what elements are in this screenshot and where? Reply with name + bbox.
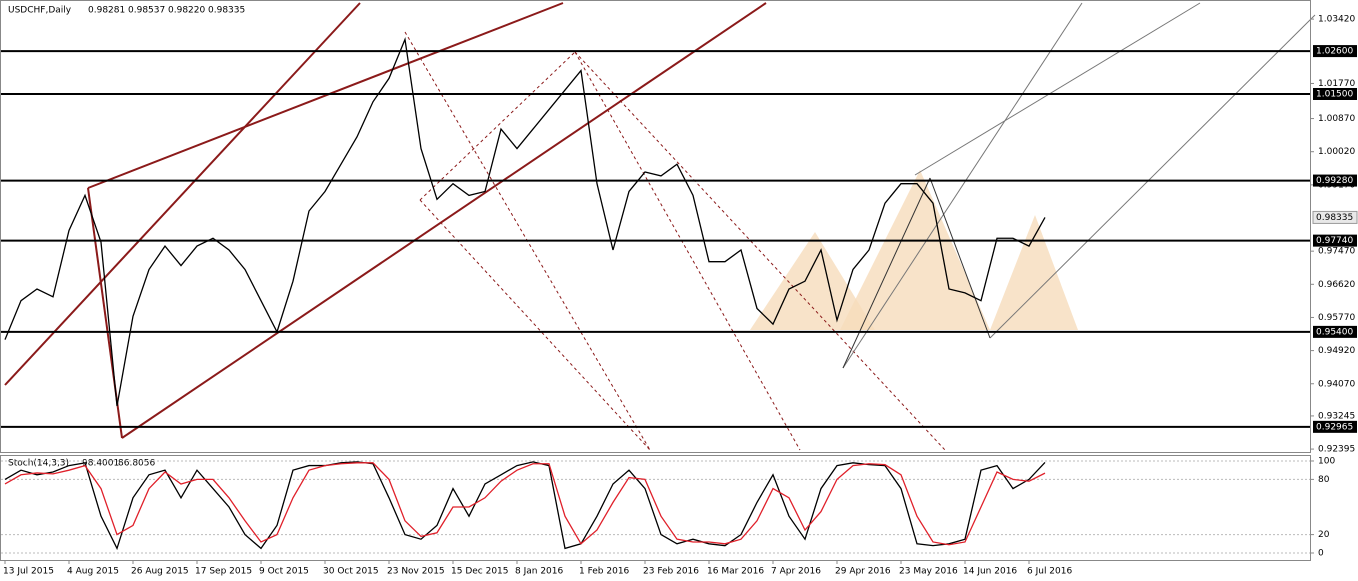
level-label-box [1313,87,1357,100]
y-tick-label: 0.92395 [1318,445,1355,455]
symbol: USDCHF,Daily [8,6,72,16]
x-tick-label: 23 May 2016 [899,567,958,577]
x-tick-label: 14 Jun 2016 [963,567,1017,577]
y-tick-label: 20 [1318,530,1330,540]
level-label: 0.92965 [1316,422,1353,432]
x-tick-label: 6 Jul 2016 [1027,567,1072,577]
y-tick-label: 0.96620 [1318,280,1355,290]
level-label: 0.95400 [1316,327,1353,337]
level-label: 1.02600 [1316,47,1353,57]
y-tick-label: 0.95770 [1318,313,1355,323]
level-label-box [1313,174,1357,187]
stoch-frame [0,455,1311,561]
indicator-value: 98.4001 [82,459,119,469]
pitchfork-line [929,177,991,339]
x-tick-label: 4 Aug 2015 [67,567,119,577]
level-label-box [1313,234,1357,247]
y-tick-label: 0 [1318,549,1324,559]
level-label-box [1313,45,1357,58]
pitchfork-line [989,14,1316,339]
y-tick-label: 1.00870 [1318,114,1355,124]
pitchfork-line [842,177,931,369]
y-tick-label: 1.03420 [1318,15,1355,25]
x-tick-label: 1 Feb 2016 [579,567,630,577]
pitchfork-line [842,2,1083,369]
x-tick-label: 23 Feb 2016 [643,567,699,577]
ohlc: 0.98537 [128,6,165,16]
x-tick-label: 16 Mar 2016 [707,567,764,577]
dashed-channel [574,51,946,451]
ohlc: 0.98220 [168,6,205,16]
level-label: 1.01500 [1316,89,1353,99]
last-price-box [1312,210,1358,224]
last-price-label: 0.98335 [1316,213,1353,223]
y-tick-label: 0.93245 [1318,411,1355,421]
ohlc: 0.98281 [88,6,125,16]
indicator-name: Stoch(14,3,3) [8,459,69,469]
x-tick-label: 15 Dec 2015 [451,567,509,577]
indicator-value: 86.8056 [118,459,155,469]
dashed-channel [574,51,801,451]
dashed-channel [419,199,651,451]
channel-line [121,2,767,439]
shoulder-fill [990,215,1078,330]
y-tick-label: 80 [1318,475,1330,485]
y-tick-label: 1.01770 [1318,79,1355,89]
x-tick-label: 7 Apr 2016 [771,567,821,577]
level-label-box [1313,420,1357,433]
x-tick-label: 8 Jan 2016 [515,567,563,577]
x-tick-label: 13 Jul 2015 [3,567,54,577]
main-frame [0,0,1311,453]
x-tick-label: 17 Sep 2015 [195,567,252,577]
pitchfork-line [914,2,1201,176]
series-line [4,36,1046,407]
level-label-box [1313,325,1357,338]
y-tick-label: 100 [1318,456,1335,466]
y-tick-label: 0.94070 [1318,379,1355,389]
series-line [4,462,1046,546]
y-tick-label: 1.00020 [1318,147,1355,157]
level-label: 0.97740 [1316,236,1353,246]
x-tick-label: 29 Apr 2016 [835,567,891,577]
x-tick-label: 9 Oct 2015 [259,567,309,577]
x-tick-label: 26 Aug 2015 [131,567,189,577]
ohlc: 0.98335 [208,6,245,16]
level-label: 0.99280 [1316,176,1353,186]
channel-line [4,2,361,386]
y-tick-label: 0.94920 [1318,346,1355,356]
series-line [4,461,1046,551]
channel-line [87,2,564,189]
y-tick-label: 0.97470 [1318,247,1355,257]
x-tick-label: 30 Oct 2015 [323,567,379,577]
x-tick-label: 23 Nov 2015 [387,567,445,577]
